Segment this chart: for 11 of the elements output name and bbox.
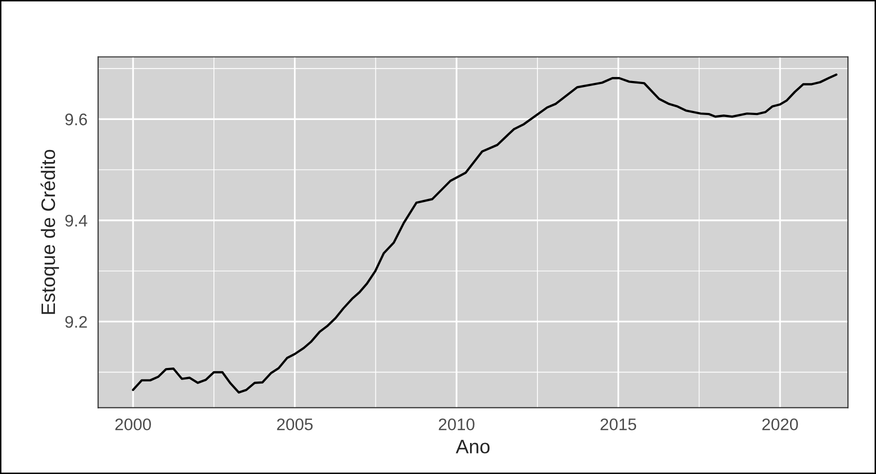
y-tick-label: 9.6 <box>65 114 87 126</box>
x-tick-label: 2010 <box>438 418 474 430</box>
y-axis-title: Estoque de Crédito <box>40 150 59 314</box>
y-tick-label: 9.4 <box>65 214 88 227</box>
x-tick-label: 2005 <box>277 418 313 430</box>
x-axis-title: Ano <box>456 440 490 454</box>
y-tick-label: 9.2 <box>65 316 87 328</box>
x-tick-label: 2000 <box>115 418 151 430</box>
x-tick-label: 2020 <box>762 418 798 430</box>
line-series <box>132 73 838 394</box>
x-tick-label: 2015 <box>600 418 636 430</box>
